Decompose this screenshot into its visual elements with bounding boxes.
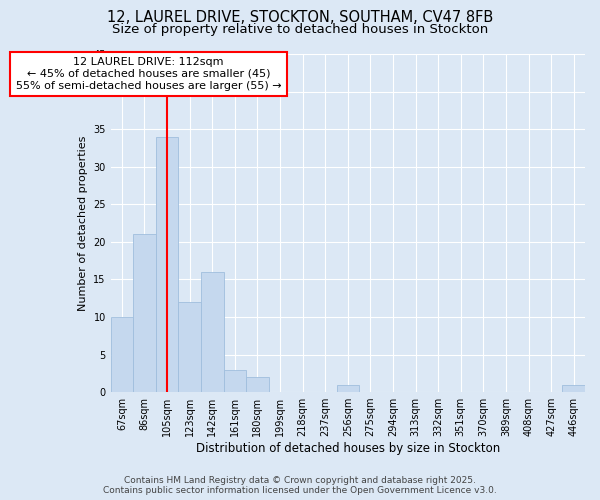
Bar [110,317,133,392]
Bar [337,384,359,392]
Text: 12, LAUREL DRIVE, STOCKTON, SOUTHAM, CV47 8FB: 12, LAUREL DRIVE, STOCKTON, SOUTHAM, CV4… [107,10,493,25]
Text: Size of property relative to detached houses in Stockton: Size of property relative to detached ho… [112,22,488,36]
Text: Contains HM Land Registry data © Crown copyright and database right 2025.
Contai: Contains HM Land Registry data © Crown c… [103,476,497,495]
Text: 12 LAUREL DRIVE: 112sqm
← 45% of detached houses are smaller (45)
55% of semi-de: 12 LAUREL DRIVE: 112sqm ← 45% of detache… [16,58,281,90]
Bar [133,234,156,392]
Bar [562,384,585,392]
Bar [224,370,246,392]
Bar [246,377,269,392]
Y-axis label: Number of detached properties: Number of detached properties [77,136,88,310]
Bar [178,302,201,392]
Bar [156,136,178,392]
Bar [201,272,224,392]
X-axis label: Distribution of detached houses by size in Stockton: Distribution of detached houses by size … [196,442,500,455]
